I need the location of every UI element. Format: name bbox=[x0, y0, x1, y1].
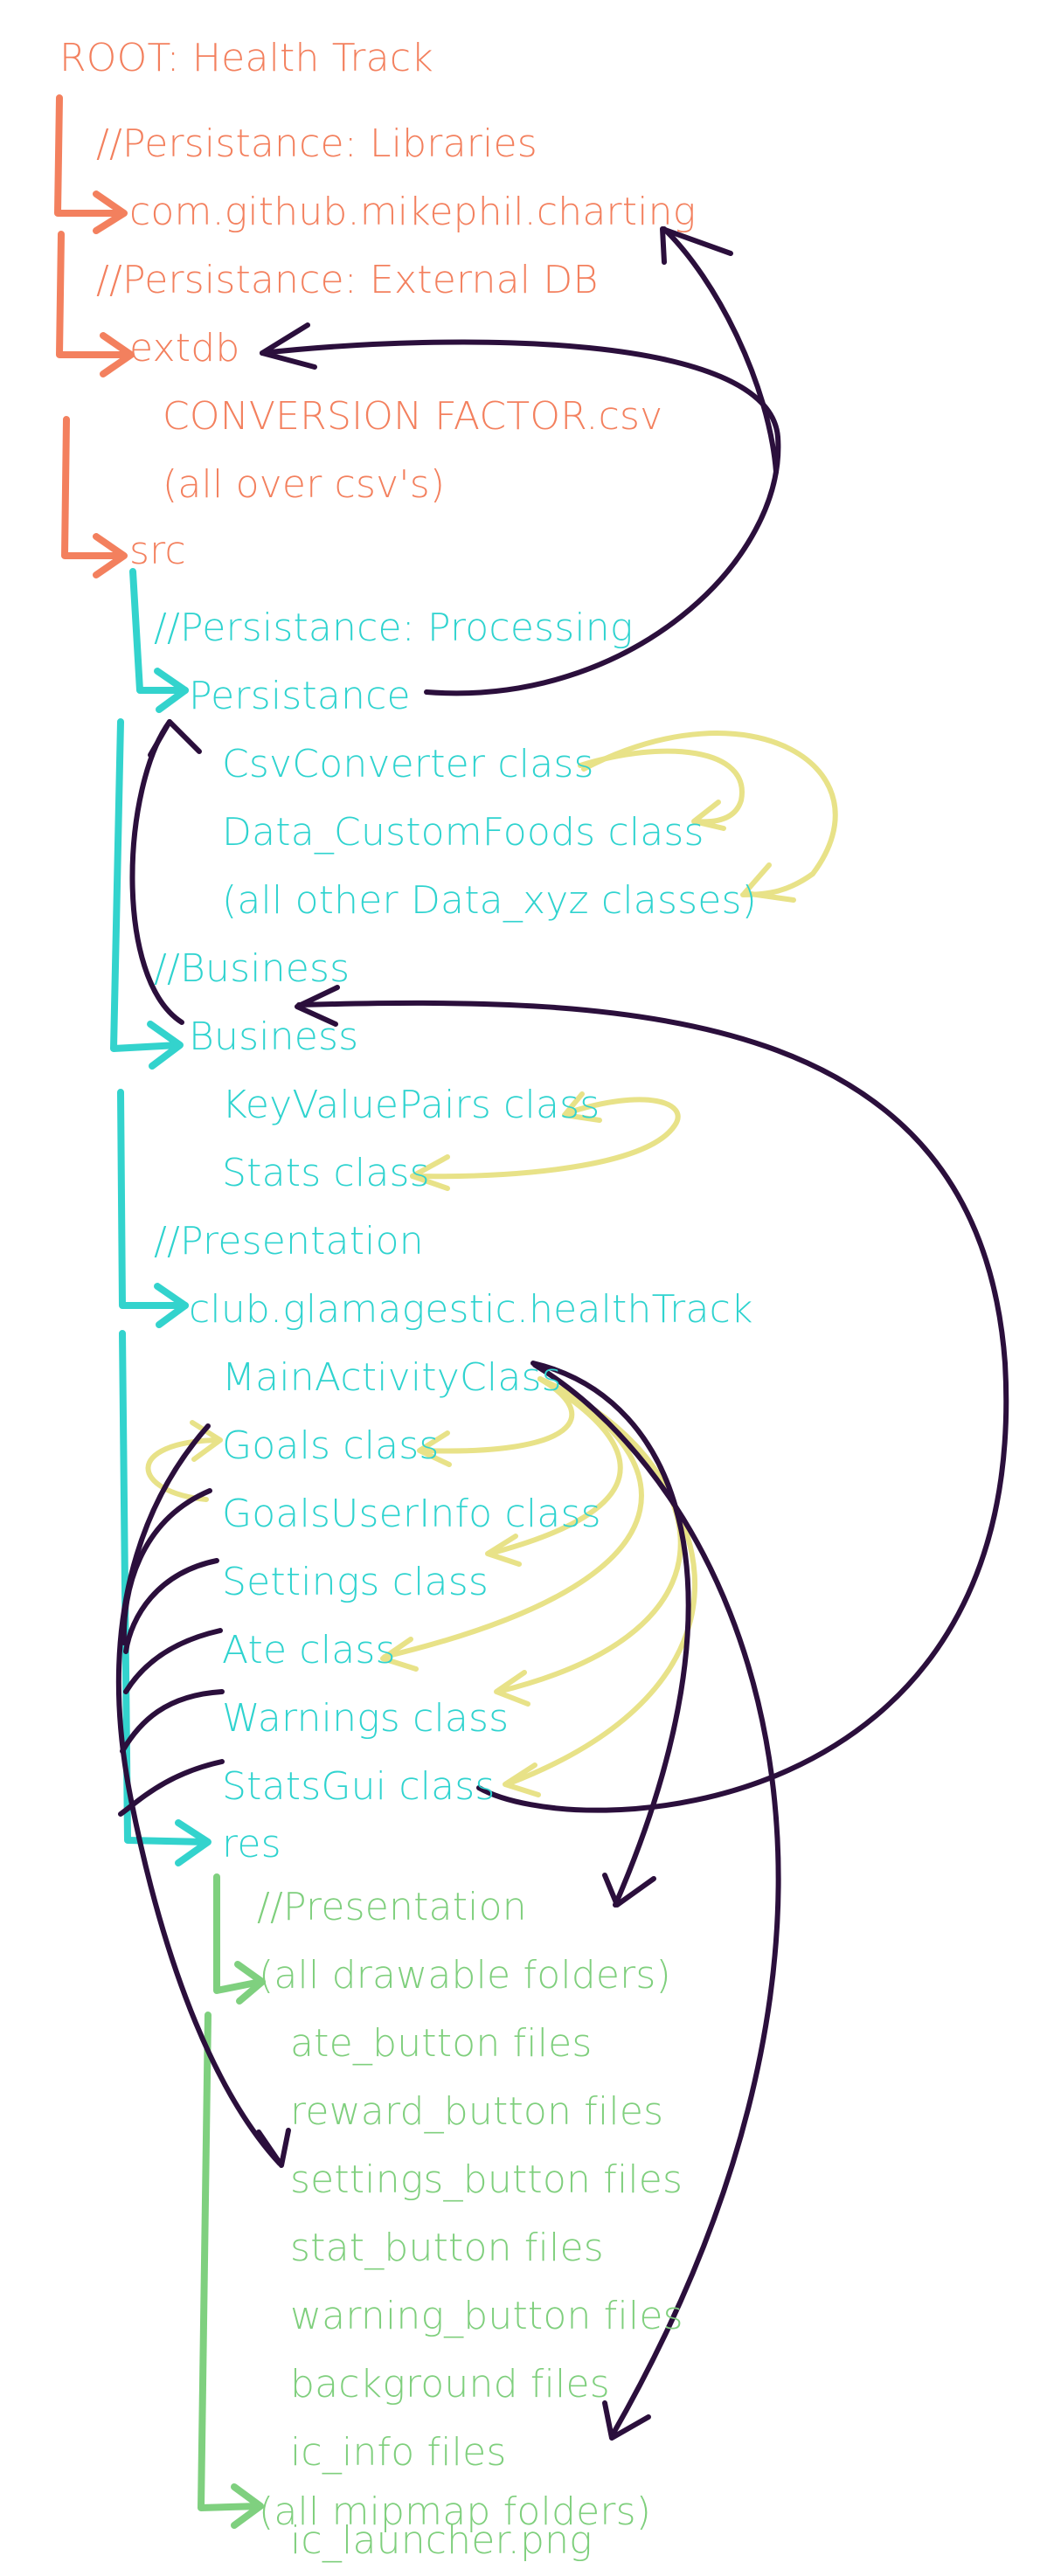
node-ate-button: ate_button files bbox=[290, 2021, 593, 2066]
hook-ate bbox=[123, 1628, 223, 1694]
node-other-data: (all other Data_xyz classes) bbox=[222, 878, 757, 923]
hook-settings bbox=[123, 1558, 219, 1654]
node-main-activity: MainActivityClass bbox=[222, 1355, 562, 1400]
arrowhead-business-to-persistance bbox=[148, 719, 202, 758]
arrow-main-to-settings bbox=[487, 1376, 623, 1556]
arrow-main-to-statsgui bbox=[504, 1376, 698, 1787]
arrowhead-health-track bbox=[154, 1283, 189, 1328]
arrowhead-csv-to-other-data bbox=[742, 862, 796, 903]
hook-warnings bbox=[120, 1689, 225, 1754]
node-warning-button: warning_button files bbox=[290, 2294, 683, 2338]
arrowhead-persistance bbox=[154, 668, 189, 713]
arrow-persistance-to-extdb bbox=[260, 339, 781, 696]
arrow-keyvalue-to-stats bbox=[410, 1097, 681, 1180]
node-csv-converter: CsvConverter class bbox=[222, 742, 594, 786]
internal-arrows bbox=[145, 731, 838, 1797]
arrow-goals-to-settings-button bbox=[115, 1423, 282, 2166]
node-persistance: Persistance bbox=[189, 674, 411, 718]
comment-presentation-res: //Presentation bbox=[257, 1885, 527, 1929]
node-ate: Ate class bbox=[222, 1628, 396, 1672]
bracket-to-src bbox=[61, 416, 126, 559]
node-health-track-package: club.glamagestic.healthTrack bbox=[189, 1287, 753, 1332]
arrow-extdb-to-mikephil bbox=[662, 226, 779, 474]
node-stats-class: Stats class bbox=[222, 1151, 430, 1195]
node-drawable-folders: (all drawable folders) bbox=[259, 1953, 671, 1998]
orange-tree-connectors bbox=[54, 94, 135, 578]
arrow-csv-to-customfoods bbox=[578, 748, 745, 825]
arrowhead-keyvalue-to-stats bbox=[410, 1154, 450, 1191]
arrowhead-statsgui-to-business bbox=[295, 985, 340, 1027]
arrow-goalsuserinfo-to-goals bbox=[145, 1437, 221, 1502]
node-extdb: extdb bbox=[129, 326, 240, 370]
node-goals: Goals class bbox=[222, 1423, 440, 1468]
arrowhead-main-to-drawable bbox=[602, 1873, 656, 1908]
arrowhead-keyvalue-self bbox=[562, 1091, 602, 1123]
node-all-csvs: (all over csv's) bbox=[163, 462, 446, 507]
arrowhead-main-to-statsgui bbox=[503, 1762, 541, 1797]
node-src: src bbox=[129, 529, 186, 573]
arrow-main-to-drawable bbox=[530, 1361, 691, 1908]
arrowhead-main-to-goals bbox=[417, 1430, 452, 1467]
bracket-to-persistance bbox=[129, 568, 189, 694]
bracket-to-res bbox=[119, 1330, 210, 1845]
arrowhead-main-to-settings bbox=[485, 1534, 522, 1567]
node-stat-button: stat_button files bbox=[290, 2226, 604, 2270]
arrowhead-csv-to-customfoods bbox=[691, 800, 726, 831]
node-conversion-factor: CONVERSION FACTOR.csv bbox=[163, 394, 663, 439]
node-reward-button: reward_button files bbox=[290, 2089, 664, 2134]
bracket-to-mikephil bbox=[54, 94, 126, 217]
root-title: ROOT: Health Track bbox=[59, 36, 433, 80]
node-ic-launcher: ic_launcher.png bbox=[290, 2518, 593, 2563]
node-key-value-pairs: KeyValuePairs class bbox=[222, 1083, 600, 1127]
hook-statsgui bbox=[118, 1759, 225, 1817]
arrow-csv-to-other-data bbox=[581, 731, 838, 897]
node-res: res bbox=[222, 1822, 281, 1866]
arrowhead-goalsuserinfo-to-goals bbox=[190, 1420, 223, 1462]
arrowhead-main-to-ic-info bbox=[602, 2400, 651, 2441]
node-data-custom-foods: Data_CustomFoods class bbox=[222, 810, 704, 855]
green-tree-connectors bbox=[198, 1873, 266, 2529]
arrowhead-business bbox=[147, 1021, 184, 1070]
arrowhead-persistance-to-extdb bbox=[260, 322, 317, 370]
bracket-to-extdb bbox=[56, 231, 133, 358]
arrow-main-to-ic-info bbox=[532, 1362, 781, 2439]
node-stats-gui: StatsGui class bbox=[222, 1764, 496, 1809]
arrowhead-res bbox=[175, 1819, 211, 1866]
node-mikephil-charting: com.github.mikephil.charting bbox=[129, 190, 697, 234]
bracket-to-drawable bbox=[213, 1873, 264, 1994]
comment-business: //Business bbox=[154, 946, 350, 991]
arrowhead-mikephil bbox=[93, 190, 128, 234]
node-ic-info: ic_info files bbox=[290, 2430, 507, 2475]
node-background: background files bbox=[290, 2362, 610, 2406]
arrowhead-mipmap bbox=[231, 2483, 264, 2529]
arrowhead-src bbox=[93, 533, 128, 578]
bracket-to-mipmap bbox=[198, 2012, 262, 2511]
hook-goalsuserinfo bbox=[121, 1488, 212, 1645]
comment-processing: //Persistance: Processing bbox=[154, 606, 634, 650]
bracket-to-business bbox=[110, 718, 182, 1052]
comment-libraries: //Persistance: Libraries bbox=[96, 121, 537, 166]
arrow-statsgui-to-business bbox=[296, 1000, 1009, 1813]
node-business: Business bbox=[189, 1014, 359, 1059]
node-warnings: Warnings class bbox=[222, 1696, 510, 1741]
node-goals-user-info: GoalsUserInfo class bbox=[222, 1492, 601, 1536]
arrowhead-extdb-to-mikephil bbox=[660, 226, 733, 265]
dependency-arrows bbox=[115, 226, 1009, 2441]
arrowhead-goals-to-settings-button bbox=[256, 2128, 291, 2168]
comment-presentation: //Presentation bbox=[154, 1219, 424, 1264]
comment-external-db: //Persistance: External DB bbox=[96, 258, 599, 302]
arrowhead-main-to-ate bbox=[380, 1637, 419, 1672]
node-mipmap-folders: (all mipmap folders) bbox=[259, 2489, 652, 2534]
arrowhead-main-to-warnings bbox=[494, 1670, 530, 1707]
arrowhead-extdb bbox=[100, 332, 135, 377]
arrowhead-drawable bbox=[234, 1961, 266, 2005]
node-settings: Settings class bbox=[222, 1560, 489, 1604]
node-settings-button: settings_button files bbox=[290, 2157, 683, 2202]
bracket-to-health-track bbox=[117, 1089, 189, 1309]
cyan-tree-connectors bbox=[110, 568, 211, 1866]
